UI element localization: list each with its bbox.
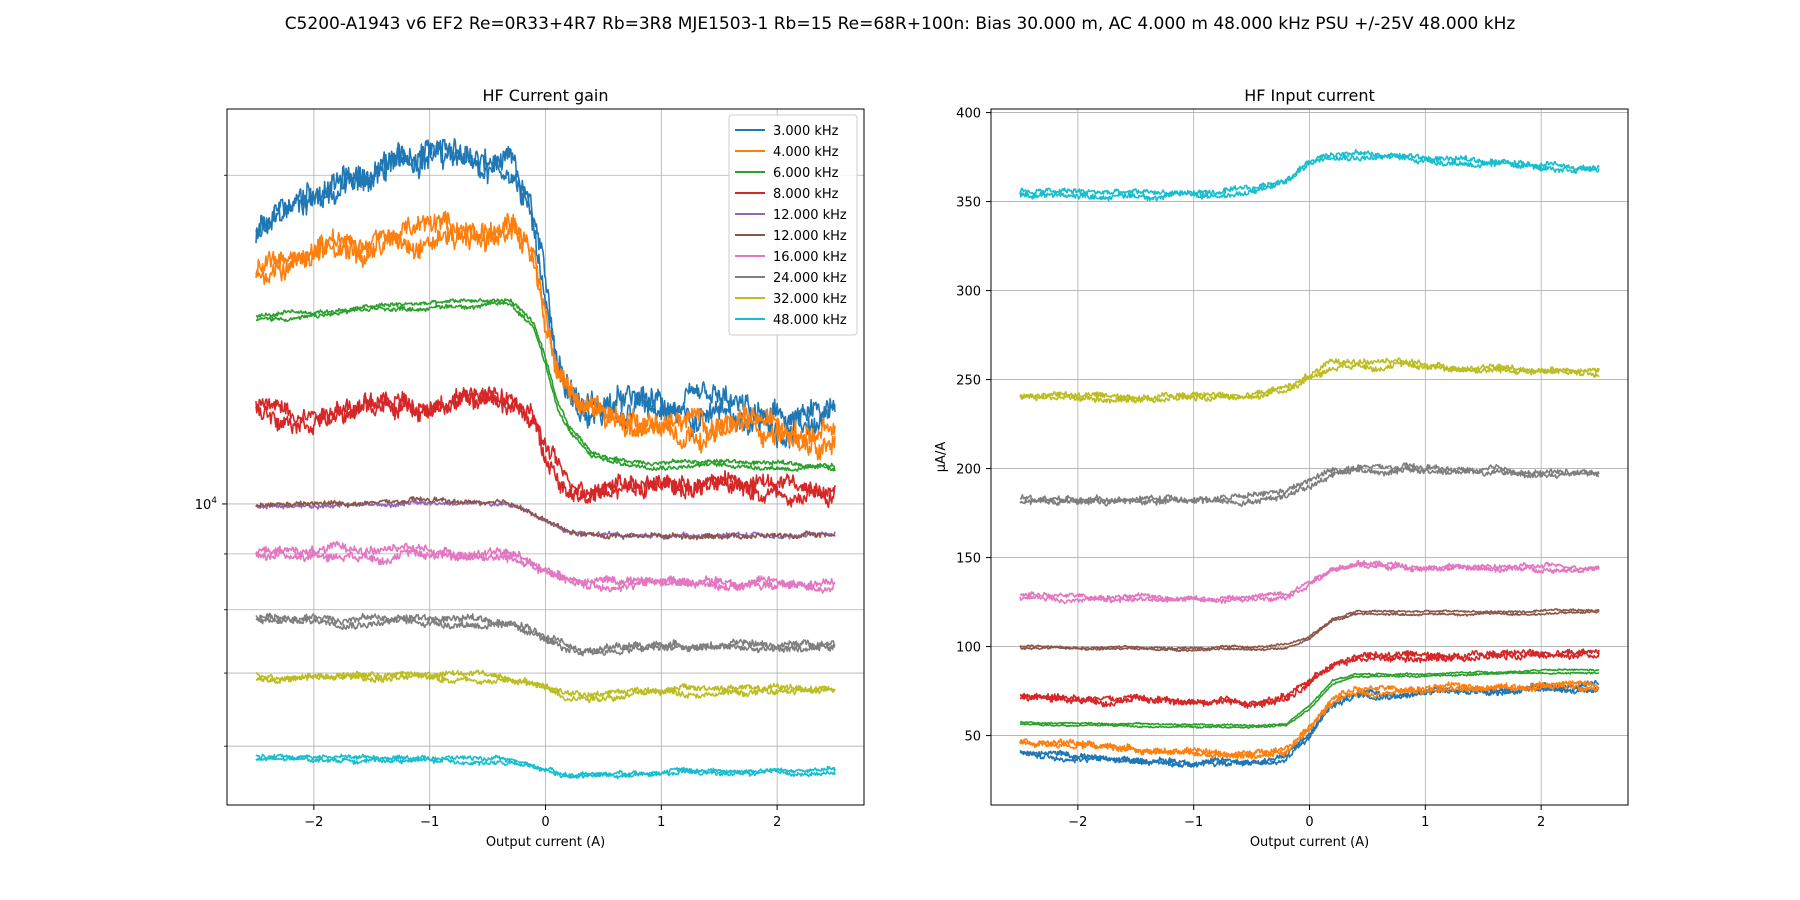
legend-entry: 24.000 kHz: [773, 271, 847, 286]
x-axis: −2 −1 0 1 2 Output current (A): [304, 805, 781, 850]
series-line-9-sweep-2: [1019, 148, 1600, 197]
legend-entry: 12.000 kHz: [773, 208, 847, 223]
chart-panel-2: −2 −1 0 1 2 Output current (A) 50 100 150 200 250 3…: [934, 86, 1629, 850]
legend-box: [728, 114, 858, 336]
series-line-7-sweep-2: [1019, 462, 1600, 506]
x-tick-label: −1: [1184, 815, 1203, 830]
y-tick-label: 100: [956, 641, 981, 656]
legend-entry: 32.000 kHz: [773, 292, 847, 307]
series-line-6-sweep-1: [255, 496, 836, 541]
series-line-5-sweep-2: [1019, 608, 1600, 650]
series-line-4-sweep-1: [1019, 648, 1600, 709]
legend-entry: 12.000 kHz: [773, 229, 847, 244]
x-tick-label: 2: [1537, 815, 1545, 830]
series-line-7-sweep-2: [255, 540, 836, 591]
y-tick-label: 300: [956, 285, 981, 300]
figure-suptitle: C5200-A1943 v6 EF2 Re=0R33+4R7 Rb=3R8 MJ…: [284, 14, 1516, 34]
series-line-2-sweep-2: [255, 210, 836, 461]
x-tick-label: −1: [420, 815, 439, 830]
x-axis-label: Output current (A): [486, 835, 605, 850]
x-tick-label: −2: [304, 815, 323, 830]
series-line-4-sweep-2: [1019, 648, 1600, 708]
series-line-3-sweep-1: [1019, 671, 1600, 729]
x-tick-label: 0: [541, 815, 549, 830]
legend: 3.000 kHz 4.000 kHz 6.000 kHz 8.000 kHz 12.0…: [728, 114, 858, 336]
y-tick-label: 150: [956, 552, 981, 567]
y-tick-label: 350: [956, 196, 981, 211]
series-line-9-sweep-2: [255, 669, 836, 700]
series-line-8-sweep-2: [255, 612, 836, 657]
x-tick-label: 0: [1305, 815, 1313, 830]
y-tick-label: 50: [964, 730, 981, 745]
x-axis: −2 −1 0 1 2 Output current (A): [1068, 805, 1545, 850]
series-line-3-sweep-2: [255, 297, 836, 469]
y-axis: 50 100 150 200 250 300 350 400 µA/A: [934, 107, 991, 745]
series-line-6-sweep-2: [1019, 559, 1600, 603]
x-tick-label: 2: [773, 815, 781, 830]
y-tick-label: 200: [956, 463, 981, 478]
series-line-2-sweep-2: [1019, 680, 1600, 758]
series-line-3-sweep-2: [1020, 668, 1600, 728]
y-tick-label: 104: [195, 496, 218, 513]
series-line-10-sweep-2: [255, 753, 836, 779]
legend-entry: 48.000 kHz: [773, 313, 847, 328]
y-tick-label: 250: [956, 374, 981, 389]
series-line-8-sweep-2: [1019, 357, 1600, 402]
y-tick-label: 400: [956, 107, 981, 122]
chart-title: HF Current gain: [482, 86, 608, 105]
legend-entry: 6.000 kHz: [773, 166, 839, 181]
series-line-4-sweep-2: [255, 386, 836, 509]
legend-entry: 3.000 kHz: [773, 124, 839, 139]
x-tick-label: 1: [1421, 815, 1429, 830]
x-tick-label: −2: [1068, 815, 1087, 830]
x-tick-label: 1: [657, 815, 665, 830]
y-axis: 104: [195, 174, 227, 747]
series-line-7-sweep-1: [255, 548, 836, 594]
series-line-5-sweep-1: [1019, 610, 1600, 653]
x-axis-label: Output current (A): [1250, 835, 1369, 850]
series-group: [255, 138, 836, 780]
legend-entry: 4.000 kHz: [773, 145, 839, 160]
legend-entry: 16.000 kHz: [773, 250, 847, 265]
chart-panel-1: −2 −1 0 1 2 Output current (A) 104 HF Current g…: [195, 86, 865, 850]
legend-entry: 8.000 kHz: [773, 187, 839, 202]
y-axis-label: µA/A: [934, 442, 949, 473]
series-group: [1019, 148, 1600, 768]
chart-title: HF Input current: [1244, 86, 1375, 105]
series-line-1-sweep-2: [1019, 680, 1600, 768]
